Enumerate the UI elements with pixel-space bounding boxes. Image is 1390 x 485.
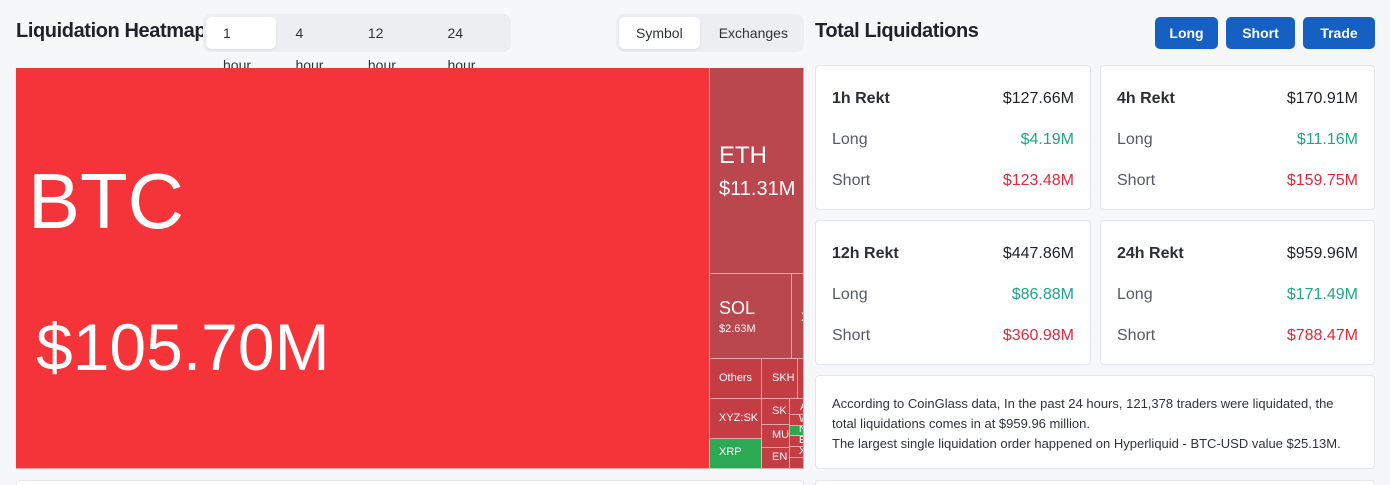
long-value: $4.19M	[1020, 131, 1074, 148]
heatmap-tile-mu[interactable]: MU	[762, 425, 790, 448]
long-value: $11.16M	[1296, 131, 1358, 148]
long-value: $171.49M	[1286, 286, 1358, 303]
long-button[interactable]: Long	[1155, 17, 1218, 49]
short-value: $360.98M	[1002, 327, 1074, 344]
tab-12-hour[interactable]: 12 hour	[367, 25, 396, 73]
stat-card-1h: 1h Rekt $127.66M Long $4.19M Short $123.48M	[815, 65, 1091, 210]
tile-symbol: Others	[719, 372, 753, 384]
liquidation-summary: According to CoinGlass data, In the past…	[815, 375, 1375, 469]
trade-button[interactable]: Trade	[1303, 17, 1375, 49]
stat-total: $959.96M	[1286, 245, 1358, 262]
long-label: Long	[1117, 286, 1153, 303]
next-card-edge	[815, 480, 1375, 485]
tile-value: $11.31M	[719, 178, 796, 200]
stat-label: 12h Rekt	[832, 245, 899, 262]
long-value: $86.88M	[1011, 286, 1074, 303]
tab-1-hour[interactable]: 1 hour	[206, 17, 277, 73]
tab-symbol[interactable]: Symbol	[619, 17, 700, 49]
tile-symbol: E	[799, 436, 803, 446]
tile-symbol: MU	[772, 429, 790, 441]
tile-value: $2.63M	[719, 323, 756, 335]
tile-symbol: ETH	[719, 142, 767, 169]
largest-order-text: The largest single liquidation order hap…	[832, 436, 1341, 451]
stat-total: $127.66M	[1002, 90, 1074, 107]
heatmap-tile-xyz-sk[interactable]: XYZ:SK	[710, 399, 762, 439]
heatmap-tile-w[interactable]: W	[790, 415, 804, 426]
tab-24-hour[interactable]: 24 hour	[447, 25, 476, 73]
heatmap-tile-sol[interactable]: SOL $2.63M	[710, 274, 792, 359]
stat-card-12h: 12h Rekt $447.86M Long $86.88M Short $360.9…	[815, 220, 1091, 365]
heatmap-tile-others[interactable]: Others	[710, 359, 762, 399]
stat-label: 1h Rekt	[832, 90, 890, 107]
tile-symbol: X	[801, 310, 803, 324]
short-label: Short	[832, 172, 871, 189]
heatmap-tile-small[interactable]	[798, 359, 804, 399]
heatmap-tile-n[interactable]: N	[790, 426, 804, 436]
heatmap-title: Liquidation Heatmap	[16, 20, 207, 42]
heatmap-tile-sk[interactable]: SK	[762, 399, 790, 425]
heatmap-tile-a[interactable]: A	[790, 399, 804, 415]
short-button[interactable]: Short	[1226, 17, 1295, 49]
heatmap-tile-en[interactable]: EN	[762, 448, 790, 469]
tile-symbol: X	[799, 447, 803, 457]
tile-value: $105.70M	[36, 310, 330, 384]
tab-4-hour[interactable]: 4 hour	[295, 25, 324, 73]
long-label: Long	[832, 131, 868, 148]
tile-symbol: XRP	[719, 446, 742, 458]
tile-symbol: SOL	[719, 298, 756, 318]
tile-symbol: XYZ:SK	[719, 412, 759, 424]
stat-card-24h: 24h Rekt $959.96M Long $171.49M Short $788.…	[1100, 220, 1375, 365]
tab-exchanges[interactable]: Exchanges	[718, 25, 788, 41]
stat-total: $447.86M	[1002, 245, 1074, 262]
summary-text: According to CoinGlass data, In the past…	[832, 396, 1334, 431]
tile-symbol: SK	[772, 405, 787, 417]
short-label: Short	[832, 327, 871, 344]
tile-symbol: A	[800, 401, 803, 413]
stat-label: 24h Rekt	[1117, 245, 1184, 262]
heatmap-tile-btc[interactable]: BTC $105.70M	[16, 68, 710, 469]
heatmap-tile-skh[interactable]: SKH	[762, 359, 798, 399]
short-value: $123.48M	[1002, 172, 1074, 189]
next-panel-edge	[16, 480, 804, 485]
short-value: $159.75M	[1286, 172, 1358, 189]
total-liquidations-title: Total Liquidations	[815, 20, 979, 42]
liquidation-heatmap: BTC $105.70M ETH $11.31M SOL $2.63M X Ot…	[16, 68, 804, 469]
heatmap-tile-eth[interactable]: ETH $11.31M	[710, 68, 804, 274]
tile-symbol: EN	[772, 451, 788, 463]
heatmap-tile-tiny[interactable]	[790, 458, 804, 469]
short-value: $788.47M	[1286, 327, 1358, 344]
view-tabs: Symbol Exchanges	[616, 14, 804, 52]
tile-symbol: W	[799, 415, 803, 425]
tile-symbol: BTC	[28, 157, 184, 245]
short-label: Short	[1117, 327, 1156, 344]
long-label: Long	[1117, 131, 1153, 148]
stat-total: $170.91M	[1286, 90, 1358, 107]
tile-symbol: SKH	[772, 372, 795, 384]
tile-symbol: N	[799, 426, 803, 435]
long-label: Long	[832, 286, 868, 303]
heatmap-tile-xrp[interactable]: XRP	[710, 439, 762, 469]
heatmap-tile-x2[interactable]: X	[790, 447, 804, 458]
heatmap-tile-e[interactable]: E	[790, 436, 804, 447]
time-range-tabs: 1 hour 4 hour 12 hour 24 hour	[203, 14, 511, 73]
heatmap-tile-x[interactable]: X	[792, 274, 804, 359]
stat-label: 4h Rekt	[1117, 90, 1175, 107]
stat-card-4h: 4h Rekt $170.91M Long $11.16M Short $159.75…	[1100, 65, 1375, 210]
short-label: Short	[1117, 172, 1156, 189]
